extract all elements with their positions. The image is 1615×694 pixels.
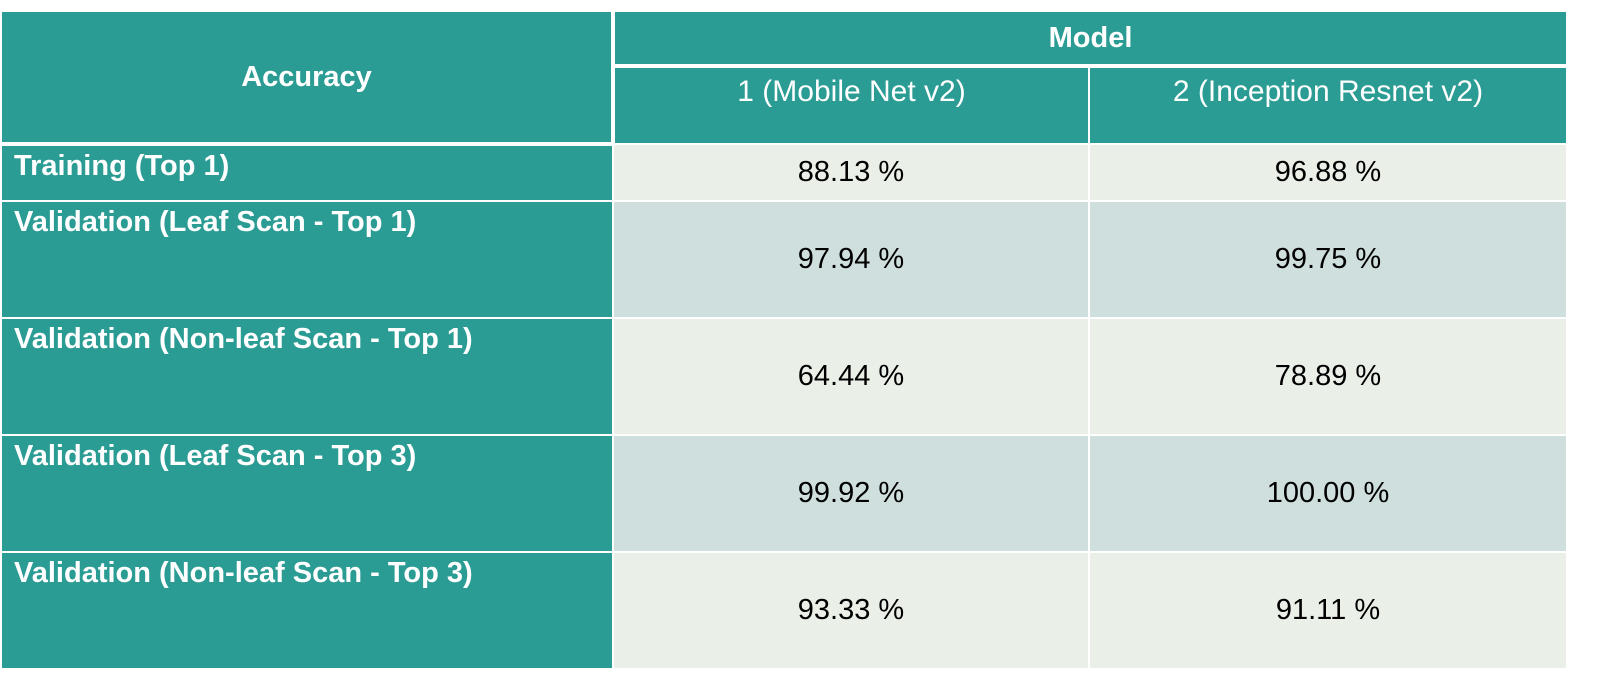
cell-model-1: 93.33 % [612,551,1090,670]
accuracy-table-container: Accuracy Model 1 (Mobile Net v2) 2 (Ince… [0,10,1568,670]
table-row: Validation (Leaf Scan - Top 3) 99.92 % 1… [0,434,1568,553]
header-row-group: Accuracy Model [0,10,1568,146]
cell-model-1: 64.44 % [612,317,1090,436]
model-1-header: 1 (Mobile Net v2) [612,65,1090,145]
table-row: Validation (Non-leaf Scan - Top 3) 93.33… [0,551,1568,670]
row-label: Validation (Non-leaf Scan - Top 3) [0,551,614,670]
cell-model-2: 99.75 % [1088,200,1568,319]
cell-model-2: 91.11 % [1088,551,1568,670]
model-2-header: 2 (Inception Resnet v2) [1088,65,1568,145]
accuracy-header: Accuracy [0,10,615,146]
row-label: Validation (Leaf Scan - Top 3) [0,434,614,553]
table-row: Validation (Non-leaf Scan - Top 1) 64.44… [0,317,1568,436]
cell-model-2: 78.89 % [1088,317,1568,436]
cell-model-2: 96.88 % [1088,143,1568,202]
model-group-header: Model [612,10,1568,68]
table-body: Training (Top 1) 88.13 % 96.88 % Validat… [0,143,1568,670]
accuracy-table: Accuracy Model 1 (Mobile Net v2) 2 (Ince… [0,10,1568,670]
table-row: Validation (Leaf Scan - Top 1) 97.94 % 9… [0,200,1568,319]
cell-model-1: 97.94 % [612,200,1090,319]
row-label: Validation (Leaf Scan - Top 1) [0,200,614,319]
cell-model-1: 99.92 % [612,434,1090,553]
cell-model-1: 88.13 % [612,143,1090,202]
table-header: Accuracy Model 1 (Mobile Net v2) 2 (Ince… [0,10,1568,146]
cell-model-2: 100.00 % [1088,434,1568,553]
table-row: Training (Top 1) 88.13 % 96.88 % [0,143,1568,202]
header-row-models: 1 (Mobile Net v2) 2 (Inception Resnet v2… [1,65,1568,145]
row-label: Validation (Non-leaf Scan - Top 1) [0,317,614,436]
row-label: Training (Top 1) [0,143,614,202]
